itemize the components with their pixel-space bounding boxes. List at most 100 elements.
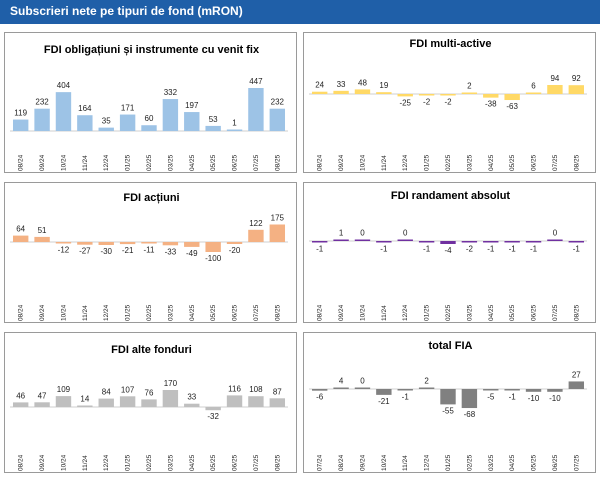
- chart-title: FDI alte fonduri: [111, 344, 192, 356]
- x-tick-label: 10/24: [60, 454, 67, 471]
- bar-02/25: [141, 125, 157, 131]
- x-tick-label: 12/24: [103, 154, 110, 171]
- data-label: 27: [572, 370, 581, 379]
- data-label: -21: [122, 246, 134, 255]
- x-tick-label: 07/25: [253, 304, 260, 321]
- data-label: 92: [572, 74, 581, 83]
- x-tick-label: 08/25: [274, 304, 281, 321]
- chart-panel-total-fia: total FIA -6 07/24 4 08/24 0 09/24 -21 10/24 -1 11…: [303, 332, 596, 473]
- data-label: -38: [485, 100, 497, 109]
- bar-07/24: [311, 389, 328, 391]
- x-tick-label: 08/25: [573, 154, 580, 171]
- x-tick-label: 05/25: [509, 304, 516, 321]
- data-label: 2: [424, 377, 429, 386]
- bar-03/25: [162, 390, 179, 407]
- chart-total-fia: total FIA -6 07/24 4 08/24 0 09/24 -21 10/24 -1 11…: [309, 340, 587, 471]
- data-label: -4: [444, 246, 452, 255]
- x-tick-label: 11/24: [82, 155, 89, 171]
- data-label: 171: [121, 104, 135, 113]
- bar-01/25: [119, 242, 136, 245]
- x-tick-label: 04/25: [189, 454, 196, 471]
- x-tick-label: 08/25: [573, 304, 580, 321]
- bar-01/25: [418, 241, 435, 243]
- data-label: 35: [102, 117, 111, 126]
- x-tick-label: 03/25: [167, 154, 174, 171]
- data-label: 19: [379, 81, 388, 90]
- x-tick-label: 11/24: [381, 305, 388, 321]
- bar-08/24: [311, 241, 328, 243]
- bar-09/24: [34, 108, 50, 131]
- data-label: -32: [207, 412, 219, 421]
- x-tick-label: 09/24: [338, 304, 345, 321]
- x-tick-label: 03/25: [167, 304, 174, 321]
- x-tick-label: 01/25: [445, 454, 452, 471]
- bar-01/25: [119, 114, 136, 131]
- x-tick-label: 02/25: [146, 154, 153, 171]
- x-tick-label: 10/24: [359, 154, 366, 171]
- chart-panel-fdi-actiuni: FDI acțiuni 64 08/24 51 09/24 -12 10/24 -27 11/2…: [4, 182, 297, 323]
- data-label: 164: [78, 104, 92, 113]
- chart-fdi-randament-absolut: FDI randament absolut -1 08/24 1 09/24 0 10/24…: [309, 190, 587, 321]
- data-label: 47: [38, 391, 47, 400]
- data-label: 14: [80, 395, 89, 404]
- data-label: -10: [528, 394, 540, 403]
- chart-fdi-alte-fonduri: FDI alte fonduri 46 08/24 47 09/24 109 10/24 14…: [10, 344, 288, 471]
- data-label: 0: [403, 229, 408, 238]
- bar-10/24: [55, 396, 72, 407]
- bar-01/25: [418, 94, 435, 96]
- data-label: 2: [467, 82, 472, 91]
- data-label: -100: [205, 254, 222, 263]
- data-label: -63: [506, 102, 518, 111]
- bar-04/25: [504, 389, 520, 391]
- data-label: 119: [14, 109, 27, 118]
- data-label: 76: [145, 388, 154, 397]
- bar-06/25: [525, 92, 542, 94]
- x-tick-label: 08/24: [18, 304, 25, 321]
- x-tick-label: 12/24: [402, 154, 409, 171]
- x-tick-label: 06/25: [232, 304, 239, 321]
- x-tick-label: 09/24: [39, 454, 46, 471]
- x-tick-label: 06/25: [552, 454, 559, 471]
- chart-panel-fdi-obligatiuni: FDI obligațiuni și instrumente cu venit …: [4, 32, 297, 173]
- x-tick-label: 10/24: [359, 304, 366, 321]
- bar-03/25: [162, 99, 179, 131]
- x-tick-label: 01/25: [125, 154, 132, 171]
- bar-12/24: [98, 127, 114, 131]
- bar-08/25: [269, 224, 286, 242]
- x-tick-label: 10/24: [60, 304, 67, 321]
- bar-12/24: [98, 398, 114, 407]
- data-label: 48: [358, 78, 367, 87]
- data-label: 24: [315, 81, 324, 90]
- bar-07/25: [248, 87, 264, 131]
- bar-10/24: [55, 92, 72, 131]
- bar-06/25: [547, 389, 563, 392]
- data-label: -2: [423, 98, 431, 107]
- x-tick-label: 07/25: [253, 154, 260, 171]
- data-label: -1: [530, 245, 538, 254]
- x-tick-label: 06/25: [531, 154, 538, 171]
- bar-09/24: [34, 402, 50, 407]
- x-tick-label: 09/24: [39, 154, 46, 171]
- data-label: 64: [16, 225, 25, 234]
- bar-04/25: [184, 112, 200, 131]
- data-label: -27: [79, 247, 91, 256]
- bar-03/25: [483, 389, 499, 391]
- data-label: -55: [442, 406, 454, 415]
- bar-01/25: [119, 396, 136, 407]
- chart-title: total FIA: [429, 340, 473, 352]
- bar-08/24: [12, 119, 29, 131]
- bar-11/24: [77, 242, 93, 245]
- bar-08/25: [568, 241, 585, 243]
- bar-11/24: [376, 241, 392, 243]
- x-tick-label: 12/24: [402, 304, 409, 321]
- data-label: 0: [553, 229, 558, 238]
- x-tick-label: 09/24: [39, 304, 46, 321]
- bar-05/25: [205, 125, 221, 131]
- data-label: -49: [186, 249, 198, 258]
- x-tick-label: 09/24: [359, 454, 366, 471]
- bar-11/24: [77, 115, 93, 131]
- bar-06/25: [226, 129, 243, 131]
- data-label: -33: [165, 247, 177, 256]
- x-tick-label: 08/24: [338, 454, 345, 471]
- x-tick-label: 12/24: [103, 454, 110, 471]
